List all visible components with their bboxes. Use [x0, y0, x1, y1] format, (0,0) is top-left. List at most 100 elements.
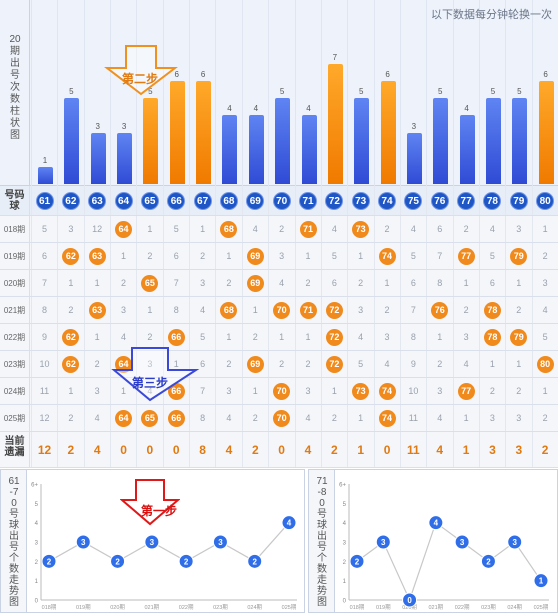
y-tick-label: 2 [35, 560, 39, 566]
hit-ball: 63 [83, 243, 110, 269]
x-tick-label: 023期 [481, 604, 496, 611]
number-ball-73: 73 [351, 192, 370, 210]
trend-line [356, 521, 542, 602]
omission-cell: 7 [189, 378, 215, 404]
bar-col-67: 6 [189, 0, 215, 186]
omission-cell: 4 [136, 378, 162, 404]
hit-ball-72: 72 [325, 355, 343, 373]
hit-ball-68: 68 [220, 220, 238, 238]
omission-cell: 1 [241, 297, 268, 323]
omission-cell: 1 [136, 216, 162, 242]
trend-point-label: 3 [150, 538, 155, 547]
hit-ball-65: 65 [141, 409, 159, 427]
trend-point-label: 2 [47, 557, 52, 566]
trend-point-label: 3 [81, 538, 86, 547]
x-tick-label: 024期 [507, 604, 522, 611]
bar-75 [406, 133, 422, 184]
hit-ball: 70 [268, 297, 294, 323]
omission-cell: 2 [57, 405, 83, 431]
omission-cell: 5 [189, 324, 215, 350]
bar-value-71: 4 [306, 104, 311, 113]
omission-cell: 5 [31, 216, 57, 242]
hit-ball-64: 64 [115, 355, 133, 373]
number-ball-80: 80 [536, 192, 555, 210]
hit-ball-68: 68 [220, 301, 238, 319]
bar-79 [512, 98, 528, 184]
y-tick-label: 0 [35, 599, 39, 605]
miss-value-64: 0 [120, 443, 127, 457]
hit-ball-71: 71 [299, 301, 317, 319]
x-tick-label: 021期 [429, 604, 444, 611]
hit-ball-73: 73 [352, 382, 370, 400]
omission-cell: 1 [241, 378, 268, 404]
omission-cell: 1 [110, 243, 136, 269]
trend-point-label: 3 [218, 538, 223, 547]
omission-cell: 7 [31, 270, 57, 296]
number-ball-61: 61 [35, 192, 54, 210]
hit-ball: 71 [294, 297, 321, 323]
bar-value-69: 4 [253, 104, 259, 113]
number-ball-79: 79 [509, 192, 528, 210]
y-tick-label: 4 [35, 521, 39, 527]
omission-cell: 1 [294, 324, 321, 350]
omission-cell: 1 [294, 243, 321, 269]
omission-cell: 2 [268, 216, 294, 242]
refresh-note: 以下数据每分钟轮换一次 [431, 9, 552, 21]
number-header-69: 69 [241, 186, 268, 215]
number-ball-66: 66 [167, 192, 186, 210]
hit-ball: 66 [162, 324, 189, 350]
hit-ball: 63 [83, 297, 110, 323]
hit-ball: 68 [215, 297, 241, 323]
hit-ball-64: 64 [115, 409, 133, 427]
bar-chart-side-label: 20期出号次数柱状图 [0, 0, 30, 186]
omission-cell: 9 [399, 351, 426, 377]
omission-cell: 4 [478, 216, 505, 242]
grid-row: 025期 12 2 4 64 65 66 8 4 2 70 4 2 1 74 11 4 1 3 3 2 [0, 405, 558, 432]
omission-cell: 8 [399, 324, 426, 350]
hit-ball: 72 [320, 351, 347, 377]
trend-point [454, 534, 470, 550]
x-tick-label: 021期 [145, 604, 160, 611]
omission-cell: 1 [57, 378, 83, 404]
omission-cell: 1 [189, 216, 215, 242]
miss-value-66: 0 [172, 443, 180, 457]
omission-cell: 2 [531, 405, 558, 431]
x-tick-label: 022期 [455, 604, 470, 611]
hit-ball-74: 74 [378, 382, 396, 400]
current-miss-value: 12 [31, 432, 57, 467]
omission-cell: 2 [215, 351, 241, 377]
number-ball-72: 72 [325, 192, 344, 210]
y-tick-label: 6+ [31, 483, 38, 489]
trend-point-label: 1 [539, 577, 544, 586]
bar-value-77: 4 [464, 104, 469, 113]
bar-value-67: 6 [200, 70, 206, 79]
number-ball-64: 64 [114, 192, 133, 210]
number-header-67: 67 [189, 186, 215, 215]
number-header-68: 68 [215, 186, 241, 215]
current-miss-value: 0 [110, 432, 136, 467]
omission-cell: 5 [399, 243, 426, 269]
bar-value-68: 4 [227, 104, 232, 113]
hit-ball: 74 [373, 378, 400, 404]
omission-cell: 4 [110, 324, 136, 350]
trend-panel-61-70: 61-70号球出号个数走势图 0 1 2 3 4 5 6+ 018期 019期 020期 021期 0… [0, 469, 305, 613]
omission-cell: 3 [215, 378, 241, 404]
hit-ball: 65 [136, 405, 162, 431]
number-ball-76: 76 [430, 192, 449, 210]
hit-ball: 80 [531, 351, 558, 377]
hit-ball: 78 [478, 324, 505, 350]
omission-cell: 2 [452, 216, 479, 242]
omission-cell: 3 [426, 378, 452, 404]
omission-cell: 12 [83, 216, 110, 242]
miss-value-63: 4 [93, 443, 101, 457]
omission-cell: 3 [373, 324, 400, 350]
hit-ball: 78 [478, 297, 505, 323]
number-header-72: 72 [320, 186, 347, 215]
number-ball-77: 77 [457, 192, 476, 210]
number-ball-68: 68 [219, 192, 238, 210]
y-tick-label: 5 [343, 502, 347, 508]
bar-78 [485, 98, 501, 184]
bar-69 [248, 115, 264, 184]
bar-col-65: 5 [136, 0, 162, 186]
omission-cell: 4 [294, 405, 321, 431]
